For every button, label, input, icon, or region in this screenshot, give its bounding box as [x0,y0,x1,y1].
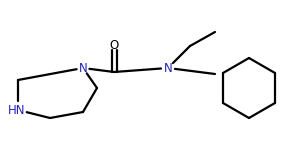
Text: N: N [79,61,87,75]
Text: O: O [109,39,119,51]
Text: N: N [164,61,172,75]
Text: HN: HN [8,103,26,117]
